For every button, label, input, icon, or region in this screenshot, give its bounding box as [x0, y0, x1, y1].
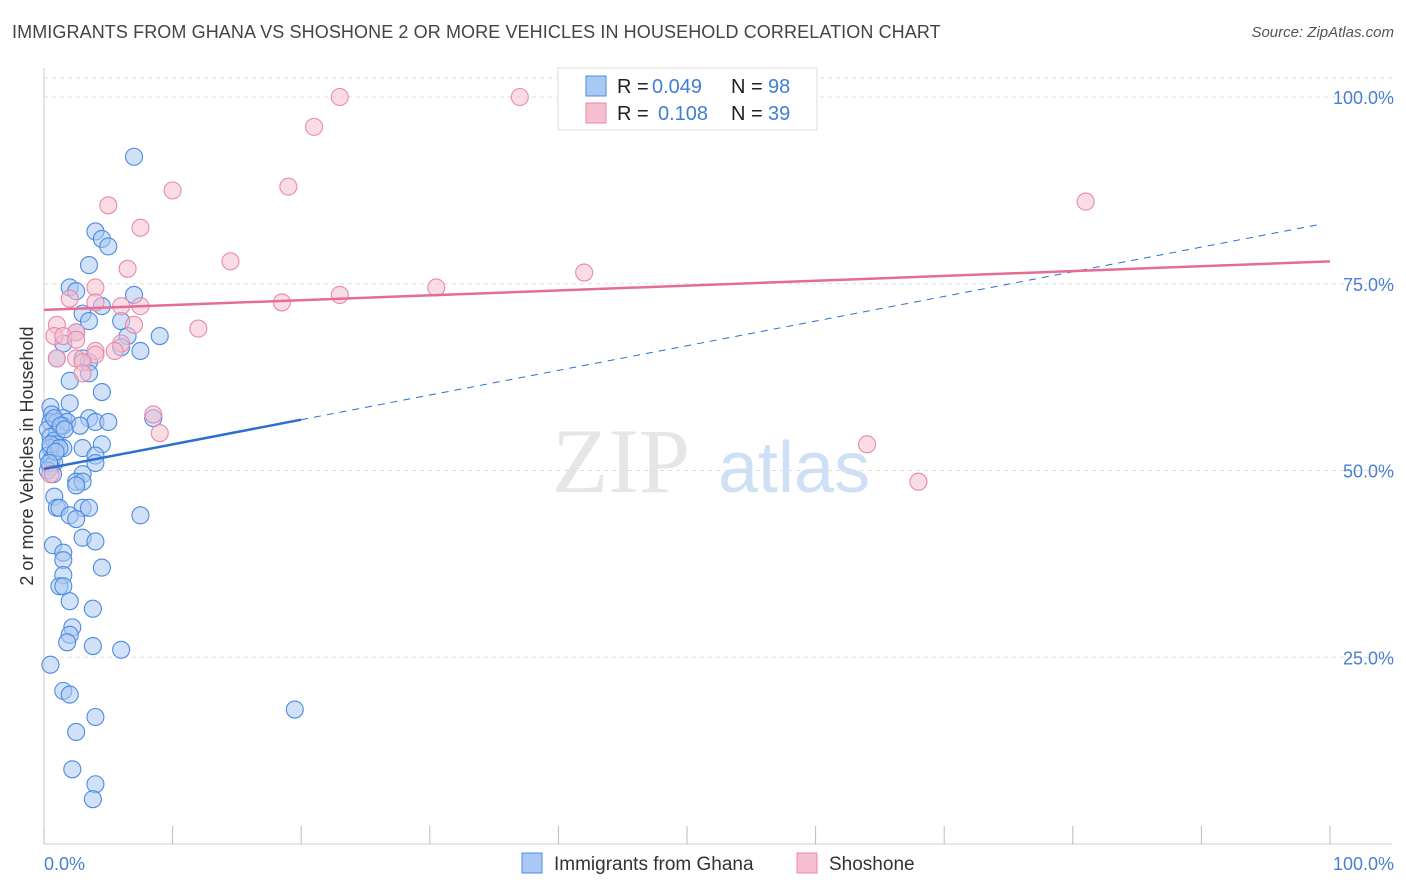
ghana-point-87: [83, 790, 102, 809]
y-tick-label-75: 75.0%: [1343, 275, 1394, 295]
y-axis-title: 2 or more Vehicles in Household: [17, 326, 37, 585]
shoshone-point-2: [305, 117, 324, 136]
shoshone-point-13: [330, 285, 349, 305]
shoshone-point-34: [150, 424, 169, 443]
ghana-point-10: [79, 312, 99, 331]
ghana-point-30: [99, 412, 118, 431]
ghana-point-79: [41, 655, 60, 674]
ghana-point-72: [60, 592, 79, 611]
ghana-point-82: [285, 700, 304, 719]
watermark-zip: ZIP: [552, 410, 690, 512]
shoshone-point-27: [105, 341, 124, 361]
shoshone-point-7: [131, 218, 150, 237]
ghana-point-85: [63, 760, 82, 779]
y-tick-label-25: 25.0%: [1343, 648, 1394, 668]
ghana-point-14: [150, 326, 169, 346]
ghana-point-64: [86, 532, 105, 551]
shoshone-point-23: [124, 315, 144, 334]
ghana-point-96: [55, 420, 74, 439]
legend-swatch-shoshone: [585, 102, 607, 124]
shoshone-point-4: [279, 177, 298, 196]
shoshone-point-8: [221, 252, 240, 271]
legend-n-label-shoshone: N =: [731, 103, 763, 125]
legend-r-label-shoshone: R =: [617, 103, 649, 125]
ghana-point-78: [112, 640, 131, 659]
ghana-point-54: [67, 476, 86, 495]
legend-r-value-shoshone: 0.108: [658, 103, 708, 125]
ghana-point-77: [83, 636, 102, 656]
shoshone-point-0: [330, 87, 349, 107]
legend-r-value-ghana: 0.049: [652, 76, 702, 98]
shoshone-point-16: [272, 293, 291, 312]
shoshone-point-32: [73, 364, 92, 383]
trend-lines: [43, 223, 1331, 471]
ghana-point-61: [131, 506, 150, 525]
ghana-point-62: [67, 510, 86, 529]
x-tick-label-max: 100.0%: [1333, 854, 1394, 874]
bottom-legend-label-ghana: Immigrants from Ghana: [554, 854, 754, 875]
ghana-point-59: [79, 498, 99, 517]
ghana-point-83: [86, 707, 105, 727]
shoshone-point-3: [163, 181, 182, 200]
ghana-trend-line: [43, 418, 302, 471]
legend-n-value-shoshone: 39: [768, 103, 790, 125]
legend-r-label-ghana: R =: [617, 76, 649, 98]
ghana-point-81: [60, 685, 79, 704]
source-label: Source: ZipAtlas.com: [1251, 24, 1394, 41]
watermark-atlas: atlas: [718, 428, 870, 508]
y-tick-labels: 25.0% 50.0% 75.0% 100.0%: [1333, 88, 1394, 668]
ghana-trend-line-extension: [301, 223, 1323, 421]
legend-n-value-ghana: 98: [768, 76, 790, 98]
shoshone-point-6: [1076, 192, 1095, 211]
legend-swatch-ghana: [585, 75, 607, 97]
grid-lines: [44, 77, 1392, 658]
shoshone-trend-line: [43, 260, 1331, 312]
shoshone-point-12: [575, 263, 594, 282]
ghana-point-24: [60, 394, 79, 413]
bottom-legend-label-shoshone: Shoshone: [829, 854, 915, 875]
y-tick-label-100: 100.0%: [1333, 88, 1394, 108]
ghana-point-71: [54, 577, 73, 596]
shoshone-point-14: [60, 289, 79, 308]
y-tick-label-50: 50.0%: [1343, 462, 1394, 482]
shoshone-point-11: [427, 278, 446, 297]
ghana-point-95: [70, 416, 90, 435]
ghana-point-68: [92, 558, 111, 577]
x-ticks: [43, 826, 1331, 844]
legend-n-label-ghana: N =: [731, 76, 763, 98]
x-tick-label-min: 0.0%: [44, 854, 85, 874]
series-ghana-points: [38, 147, 304, 809]
correlation-legend: R = 0.049 N = 98 R = 0.108 N = 39: [557, 67, 818, 131]
ghana-point-84: [67, 722, 86, 742]
shoshone-point-35: [857, 435, 877, 454]
shoshone-point-37: [41, 465, 60, 484]
shoshone-point-5: [99, 196, 118, 215]
ghana-point-17: [131, 341, 150, 361]
shoshone-point-1: [510, 87, 529, 107]
shoshone-point-33: [144, 405, 163, 424]
shoshone-point-38: [67, 330, 86, 349]
ghana-point-86: [86, 775, 105, 794]
shoshone-point-9: [118, 259, 137, 278]
shoshone-point-36: [909, 472, 928, 491]
ghana-point-3: [99, 237, 118, 256]
chart-title: IMMIGRANTS FROM GHANA VS SHOSHONE 2 OR M…: [12, 22, 941, 42]
ghana-point-76: [58, 633, 77, 652]
ghana-point-4: [79, 256, 99, 275]
series-legend: Immigrants from Ghana Shoshone: [521, 852, 915, 875]
shoshone-point-28: [47, 349, 66, 368]
ghana-point-23: [92, 383, 111, 402]
bottom-legend-swatch-ghana: [521, 852, 543, 874]
ghana-point-73: [83, 599, 102, 618]
shoshone-point-20: [189, 319, 208, 338]
bottom-legend-swatch-shoshone: [796, 852, 818, 874]
ghana-point-0: [124, 147, 144, 166]
